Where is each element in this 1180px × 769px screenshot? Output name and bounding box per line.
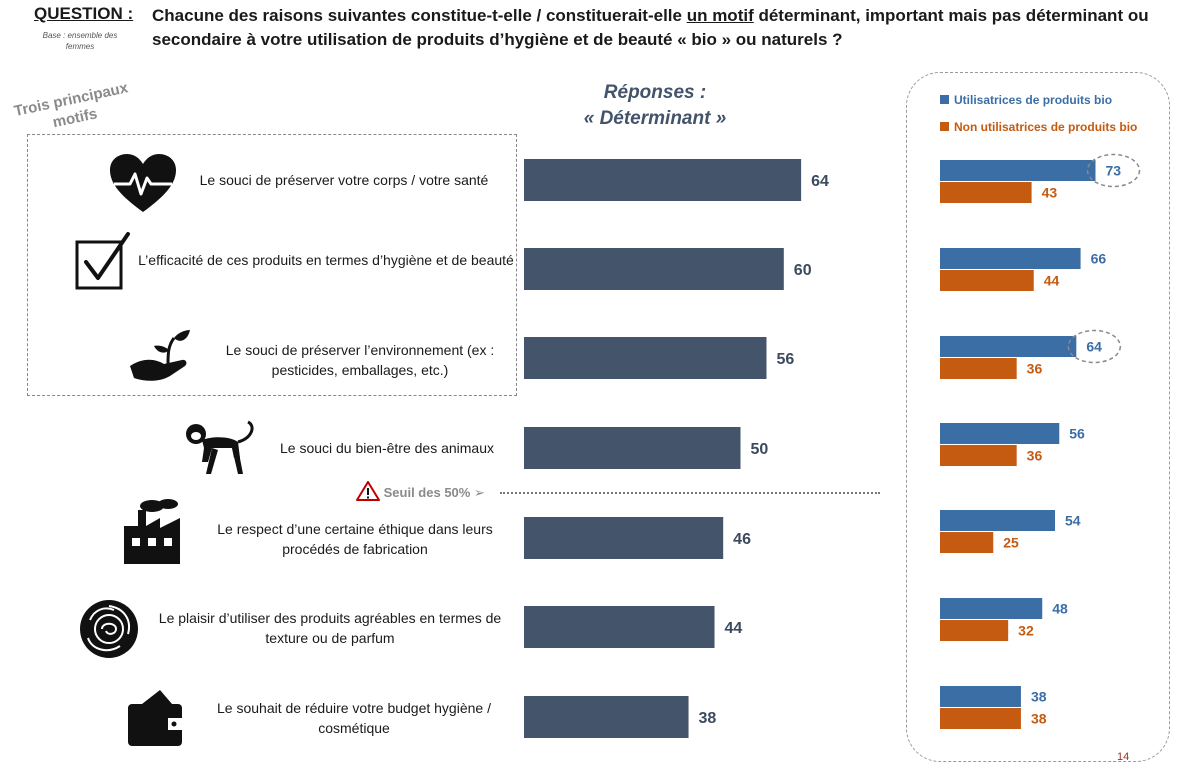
item-label-ethics: Le respect d’une certaine éthique dans l… xyxy=(217,521,493,557)
nonusers-value-label: 36 xyxy=(1027,448,1043,464)
question-label: QUESTION : xyxy=(34,4,133,24)
nonusers-bar xyxy=(940,445,1017,466)
main-bar-value-label: 60 xyxy=(794,262,812,279)
main-bar xyxy=(524,517,724,559)
legend-item-users: Utilisatrices de produits bio xyxy=(940,93,1112,107)
highlight-ellipse xyxy=(1067,329,1122,364)
nonusers-value-label: 43 xyxy=(1042,185,1058,201)
nonusers-value-label: 36 xyxy=(1027,361,1043,377)
main-bar xyxy=(524,159,802,201)
main-bar-value-label: 64 xyxy=(811,173,829,190)
nonusers-bar xyxy=(940,358,1017,379)
item-label-budget: Le souhait de réduire votre budget hygiè… xyxy=(217,700,491,736)
wallet-icon xyxy=(128,690,182,746)
monkey-icon xyxy=(186,420,254,474)
nonusers-bar xyxy=(940,270,1034,291)
legend-label-users: Utilisatrices de produits bio xyxy=(954,93,1113,107)
threshold-line xyxy=(500,492,880,494)
item-label-efficacy: L’efficacité de ces produits en termes d… xyxy=(138,252,514,268)
users-value-label: 48 xyxy=(1052,601,1068,617)
users-value-label: 56 xyxy=(1069,426,1085,442)
question-text-part1: Chacune des raisons suivantes constitue-… xyxy=(152,6,687,25)
legend-item-nonusers: Non utilisatrices de produits bio xyxy=(940,120,1137,134)
factory-icon xyxy=(124,499,180,564)
users-value-label: 66 xyxy=(1091,251,1107,267)
users-value-label: 38 xyxy=(1031,689,1047,705)
nonusers-value-label: 44 xyxy=(1044,273,1060,289)
top3-box xyxy=(27,134,517,396)
nonusers-value-label: 32 xyxy=(1018,623,1034,639)
users-value-label: 73 xyxy=(1105,163,1121,179)
item-label-animals: Le souci du bien-être des animaux xyxy=(279,440,495,456)
threshold-label: Seuil des 50% ➢ xyxy=(356,481,489,501)
rose-icon xyxy=(80,600,138,658)
legend-swatch-nonusers xyxy=(940,122,949,131)
main-bar xyxy=(524,696,689,738)
nonusers-value-label: 25 xyxy=(1003,535,1019,551)
page-number: 14 xyxy=(1117,751,1130,763)
threshold-text: Seuil des 50% xyxy=(383,485,471,500)
main-bar-value-label: 38 xyxy=(699,710,717,727)
responses-title-line1: Réponses : xyxy=(603,82,707,103)
main-bar-value-label: 56 xyxy=(776,351,794,368)
comparison-panel xyxy=(906,72,1170,762)
question-text-part2: déterminant, important mais pas détermin… xyxy=(152,6,1149,49)
users-bar xyxy=(940,248,1081,269)
threshold-arrow-icon: ➢ xyxy=(473,485,485,500)
question-text-underlined: un motif xyxy=(686,6,754,25)
users-bar xyxy=(940,686,1021,707)
checkbox-icon xyxy=(75,232,130,290)
question-text: Chacune des raisons suivantes constitue-… xyxy=(152,4,1152,52)
main-bar-value-label: 50 xyxy=(751,441,769,458)
main-bar xyxy=(524,248,784,290)
item-label-environment: Le souci de préserver l’environnement (e… xyxy=(225,342,495,378)
nonusers-bar xyxy=(940,708,1021,729)
responses-title: Réponses : « Déterminant » xyxy=(560,80,750,132)
heart-pulse-icon xyxy=(110,154,176,212)
legend-swatch-users xyxy=(940,95,949,104)
users-bar xyxy=(940,598,1043,619)
main-bar xyxy=(524,337,767,379)
legend-label-nonusers: Non utilisatrices de produits bio xyxy=(954,120,1138,134)
users-bar xyxy=(940,336,1077,357)
highlight-ellipse xyxy=(1086,153,1141,188)
main-bar-value-label: 44 xyxy=(725,620,743,637)
users-bar xyxy=(940,510,1056,531)
question-label-text: QUESTION : xyxy=(34,4,134,23)
item-label-pleasure: Le plaisir d’utiliser des produits agréa… xyxy=(158,610,502,646)
responses-title-line2: « Déterminant » xyxy=(583,108,727,129)
base-note: Base : ensemble des femmes xyxy=(42,31,118,51)
nonusers-bar xyxy=(940,182,1032,203)
item-label-health: Le souci de préserver votre corps / votr… xyxy=(199,172,489,188)
users-value-label: 54 xyxy=(1065,513,1081,529)
nonusers-bar xyxy=(940,532,994,553)
main-bar xyxy=(524,427,741,469)
main-bar xyxy=(524,606,715,648)
hand-sprout-icon xyxy=(130,330,190,381)
users-value-label: 64 xyxy=(1086,339,1102,355)
nonusers-value-label: 38 xyxy=(1031,711,1047,727)
main-bar-value-label: 46 xyxy=(733,531,751,548)
users-bar xyxy=(940,160,1096,181)
nonusers-bar xyxy=(940,620,1009,641)
users-bar xyxy=(940,423,1060,444)
warning-icon xyxy=(356,481,380,501)
